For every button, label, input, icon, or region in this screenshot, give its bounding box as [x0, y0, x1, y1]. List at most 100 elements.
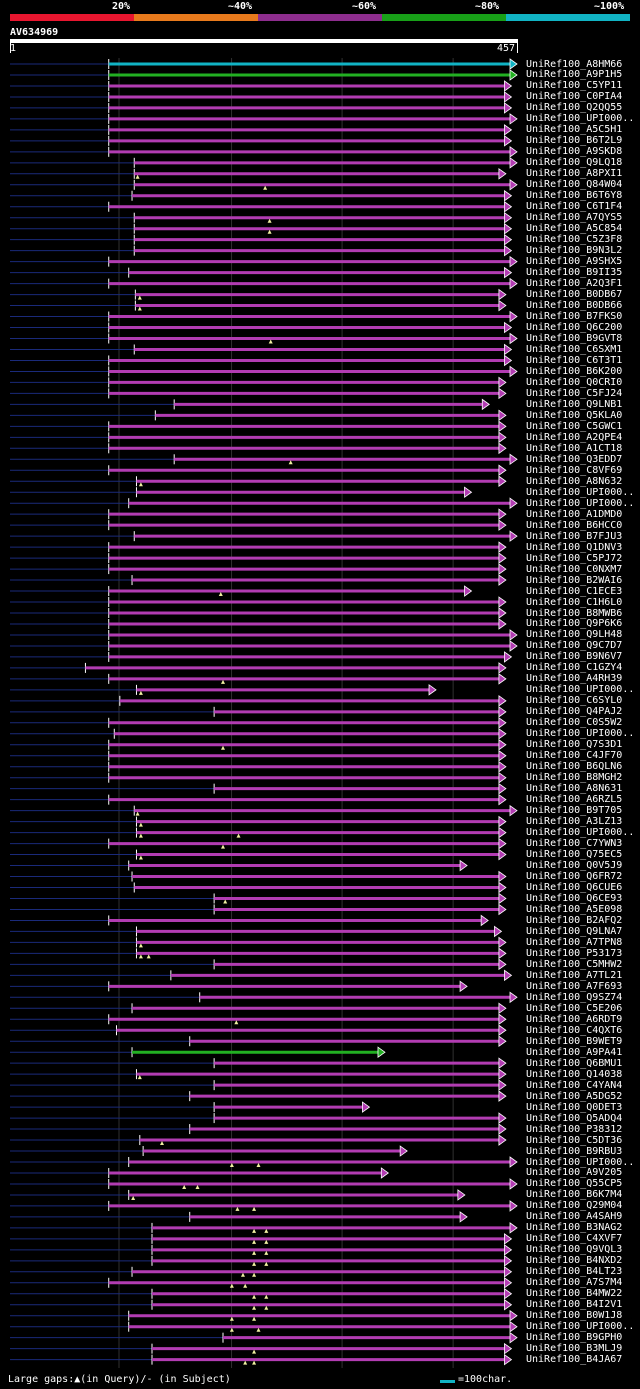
- hit-label[interactable]: UniRef100_Q3EDD7: [526, 453, 623, 465]
- hit-label[interactable]: UniRef100_A5E098: [526, 903, 623, 915]
- hit-label[interactable]: UniRef100_B3NAG2: [526, 1222, 623, 1234]
- hit-label[interactable]: UniRef100_A5C5H1: [526, 124, 623, 136]
- hit-label[interactable]: UniRef100_Q2QQ55: [526, 102, 623, 114]
- hit-label[interactable]: UniRef100_B0DB66: [526, 300, 623, 312]
- hit-label[interactable]: UniRef100_Q9C7D7: [526, 640, 623, 652]
- hit-label[interactable]: UniRef100_B8MWB6: [526, 607, 623, 619]
- query-id[interactable]: AV634969: [10, 27, 59, 38]
- hit-label[interactable]: UniRef100_UPI000..: [526, 486, 635, 498]
- hit-label[interactable]: UniRef100_Q0DET3: [526, 1101, 623, 1113]
- hit-label[interactable]: UniRef100_C6SXM1: [526, 343, 623, 355]
- hit-label[interactable]: UniRef100_A7TL21: [526, 969, 623, 981]
- hit-label[interactable]: UniRef100_A5C854: [526, 223, 623, 235]
- hit-label[interactable]: UniRef100_B3MLJ9: [526, 1343, 623, 1355]
- hit-label[interactable]: UniRef100_C0PIA4: [526, 91, 623, 103]
- hit-label[interactable]: UniRef100_Q9VQL3: [526, 1244, 623, 1256]
- hit-label[interactable]: UniRef100_Q6CUE6: [526, 882, 623, 893]
- hit-label[interactable]: UniRef100_Q6C200: [526, 322, 623, 334]
- hit-label[interactable]: UniRef100_Q4PAJ2: [526, 706, 623, 718]
- hit-label[interactable]: UniRef100_Q75EC5: [526, 849, 623, 861]
- hit-label[interactable]: UniRef100_C6T3T1: [526, 354, 623, 366]
- hit-label[interactable]: UniRef100_A7TPN8: [526, 936, 623, 948]
- hit-label[interactable]: UniRef100_A8N631: [526, 783, 623, 795]
- hit-label[interactable]: UniRef100_A9V205: [526, 1167, 623, 1179]
- hit-label[interactable]: UniRef100_A7S7M4: [526, 1277, 623, 1289]
- hit-label[interactable]: UniRef100_Q9LNB1: [526, 398, 623, 410]
- hit-label[interactable]: UniRef100_C5FJ24: [526, 387, 623, 399]
- hit-label[interactable]: UniRef100_A2Q3F1: [526, 278, 623, 290]
- hit-label[interactable]: UniRef100_C8VF69: [526, 464, 623, 476]
- hit-label[interactable]: UniRef100_C7YWN3: [526, 838, 623, 850]
- hit-label[interactable]: UniRef100_A2QPE4: [526, 431, 623, 443]
- hit-label[interactable]: UniRef100_B6K200: [526, 365, 623, 377]
- hit-label[interactable]: UniRef100_Q9P6K6: [526, 618, 623, 630]
- hit-label[interactable]: UniRef100_UPI000..: [526, 1156, 635, 1168]
- hit-label[interactable]: UniRef100_A7F693: [526, 980, 623, 992]
- hit-label[interactable]: UniRef100_C5Z3F8: [526, 234, 623, 246]
- hit-label[interactable]: UniRef100_A1CT18: [526, 442, 623, 454]
- hit-label[interactable]: UniRef100_A9PA41: [526, 1046, 623, 1058]
- hit-label[interactable]: UniRef100_UPI000..: [526, 1321, 635, 1333]
- hit-label[interactable]: UniRef100_C5GWC1: [526, 420, 623, 432]
- hit-label[interactable]: UniRef100_Q84W04: [526, 179, 623, 191]
- hit-label[interactable]: UniRef100_UPI000..: [526, 113, 635, 125]
- hit-label[interactable]: UniRef100_A8HM66: [526, 58, 623, 70]
- hit-label[interactable]: UniRef100_C4YAN4: [526, 1079, 623, 1091]
- hit-label[interactable]: UniRef100_B9N6V7: [526, 651, 623, 663]
- hit-label[interactable]: UniRef100_A9SHX5: [526, 256, 623, 268]
- hit-label[interactable]: UniRef100_A3LZ13: [526, 816, 623, 828]
- hit-label[interactable]: UniRef100_Q9SZ74: [526, 991, 623, 1003]
- hit-label[interactable]: UniRef100_B4MW22: [526, 1288, 623, 1300]
- hit-label[interactable]: UniRef100_Q9LH48: [526, 629, 623, 641]
- hit-label[interactable]: UniRef100_C5MHW2: [526, 958, 623, 970]
- hit-label[interactable]: UniRef100_UPI000..: [526, 684, 635, 696]
- hit-label[interactable]: UniRef100_UPI000..: [526, 728, 635, 740]
- hit-label[interactable]: UniRef100_A7QYS5: [526, 212, 623, 224]
- hit-label[interactable]: UniRef100_A4RH39: [526, 673, 623, 685]
- hit-label[interactable]: UniRef100_C6T1F4: [526, 201, 623, 213]
- hit-label[interactable]: UniRef100_UPI000..: [526, 827, 635, 839]
- hit-label[interactable]: UniRef100_Q9LNA7: [526, 925, 623, 937]
- hit-label[interactable]: UniRef100_B6T6Y8: [526, 190, 623, 202]
- hit-label[interactable]: UniRef100_C1H6L0: [526, 596, 623, 608]
- hit-label[interactable]: UniRef100_C1ECE3: [526, 585, 623, 597]
- hit-label[interactable]: UniRef100_A9P1H5: [526, 69, 623, 81]
- hit-label[interactable]: UniRef100_Q7S3D1: [526, 739, 623, 751]
- hit-label[interactable]: UniRef100_Q14038: [526, 1068, 623, 1080]
- hit-label[interactable]: UniRef100_C6SYL0: [526, 695, 623, 707]
- hit-label[interactable]: UniRef100_A9SKD8: [526, 146, 623, 158]
- hit-label[interactable]: UniRef100_B4JA67: [526, 1354, 623, 1366]
- hit-label[interactable]: UniRef100_Q29M04: [526, 1200, 623, 1212]
- hit-label[interactable]: UniRef100_B6K7M4: [526, 1189, 623, 1201]
- hit-label[interactable]: UniRef100_B9N3L2: [526, 245, 623, 257]
- hit-label[interactable]: UniRef100_B6QLN6: [526, 761, 623, 773]
- hit-label[interactable]: UniRef100_Q6CE93: [526, 892, 623, 904]
- hit-label[interactable]: UniRef100_A4SAH9: [526, 1211, 623, 1223]
- hit-label[interactable]: UniRef100_C5PJ72: [526, 552, 623, 564]
- hit-label[interactable]: UniRef100_C4QXT6: [526, 1024, 623, 1036]
- hit-label[interactable]: UniRef100_C5E206: [526, 1002, 623, 1014]
- hit-label[interactable]: UniRef100_Q0V5J9: [526, 860, 623, 872]
- hit-label[interactable]: UniRef100_A6RDT9: [526, 1013, 623, 1025]
- hit-label[interactable]: UniRef100_A1DMD0: [526, 508, 623, 520]
- hit-label[interactable]: UniRef100_B6T2L9: [526, 135, 623, 147]
- hit-label[interactable]: UniRef100_Q5ADQ4: [526, 1112, 623, 1124]
- hit-label[interactable]: UniRef100_C4JF70: [526, 750, 623, 762]
- hit-label[interactable]: UniRef100_Q6FR72: [526, 871, 623, 883]
- hit-label[interactable]: UniRef100_B4I2V1: [526, 1299, 623, 1311]
- hit-label[interactable]: UniRef100_C1GZY4: [526, 662, 623, 674]
- hit-label[interactable]: UniRef100_P38312: [526, 1123, 623, 1135]
- hit-label[interactable]: UniRef100_A5DG52: [526, 1090, 623, 1102]
- hit-label[interactable]: UniRef100_Q9LQ18: [526, 157, 623, 169]
- hit-label[interactable]: UniRef100_P53173: [526, 947, 623, 959]
- hit-label[interactable]: UniRef100_B6HCC0: [526, 519, 623, 531]
- hit-label[interactable]: UniRef100_C0S5W2: [526, 717, 623, 729]
- hit-label[interactable]: UniRef100_B9GPH0: [526, 1332, 623, 1344]
- hit-label[interactable]: UniRef100_B8MGH2: [526, 772, 623, 784]
- hit-label[interactable]: UniRef100_C4XVF7: [526, 1233, 623, 1245]
- hit-label[interactable]: UniRef100_A8N632: [526, 475, 623, 487]
- hit-label[interactable]: UniRef100_B7FKS0: [526, 311, 623, 323]
- hit-label[interactable]: UniRef100_B4NXD2: [526, 1255, 623, 1267]
- hit-label[interactable]: UniRef100_C5DT36: [526, 1134, 623, 1146]
- hit-label[interactable]: UniRef100_C0NXM7: [526, 563, 623, 575]
